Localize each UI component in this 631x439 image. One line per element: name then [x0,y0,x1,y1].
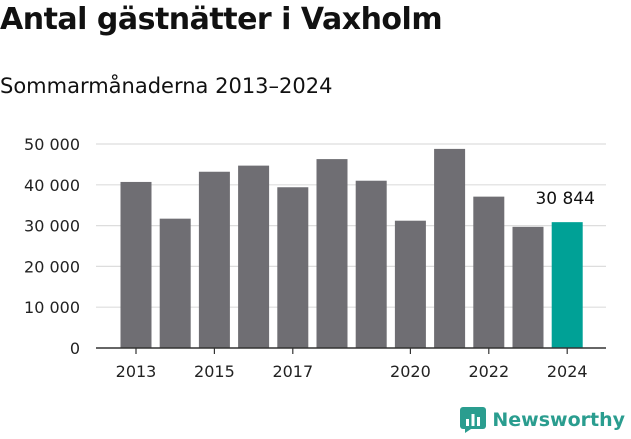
x-tick-label: 2020 [390,362,431,381]
y-tick-label: 20 000 [24,257,80,276]
bar [316,159,348,348]
y-tick-label: 0 [70,339,80,358]
y-tick-label: 30 000 [24,217,80,236]
x-tick-label: 2024 [547,362,588,381]
brand-name: Newsworthy [492,409,625,431]
x-tick-label: 2017 [272,362,313,381]
x-tick-label: 2013 [116,362,157,381]
bar [120,181,152,348]
bar [473,196,505,348]
bar [198,171,230,348]
bar [277,187,309,348]
bar [238,165,270,348]
data-label: 30 844 [535,189,594,209]
chart-title: Antal gästnätter i Vaxholm [0,2,443,37]
y-tick-label: 50 000 [24,135,80,154]
y-tick-label: 40 000 [24,176,80,195]
bar-chart-logo-icon [460,407,487,433]
bar [512,226,544,348]
bar [434,148,466,348]
bar-highlight [551,222,583,348]
x-tick-label: 2022 [468,362,509,381]
bar [159,218,191,348]
bar [394,220,426,348]
chart-subtitle: Sommarmånaderna 2013–2024 [0,74,333,98]
x-tick-label: 2015 [194,362,235,381]
brand-logo: Newsworthy [460,407,625,433]
y-tick-label: 10 000 [24,298,80,317]
bar [355,180,387,348]
